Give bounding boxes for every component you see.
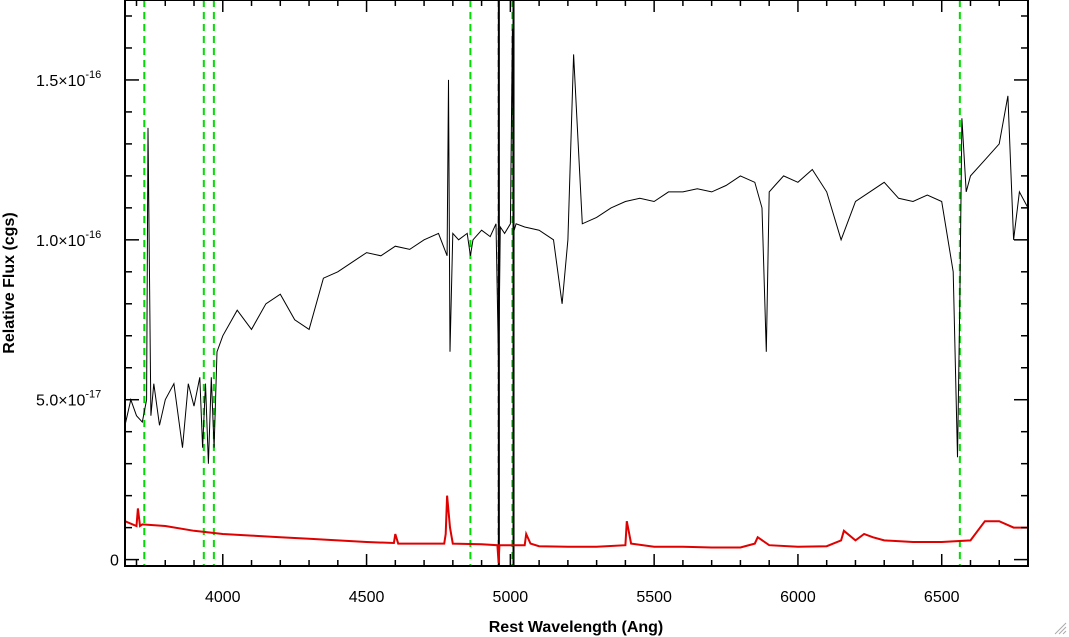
plot-frame xyxy=(124,0,1029,567)
reference-lines xyxy=(143,0,961,566)
series-group xyxy=(125,28,1028,563)
x-tick-label: 6500 xyxy=(924,589,960,606)
y-tick-label: 0 xyxy=(110,553,119,570)
x-tick-label: 5000 xyxy=(493,589,529,606)
y-tick-label: 5.0×10-17 xyxy=(36,389,101,410)
axis-ticks xyxy=(125,0,1029,566)
y-tick-label: 1.5×10-16 xyxy=(36,69,101,90)
x-tick-label: 6000 xyxy=(780,589,816,606)
x-tick-label: 5500 xyxy=(636,589,672,606)
y-tick-label: 1.0×10-16 xyxy=(36,229,101,250)
x-tick-label: 4500 xyxy=(349,589,385,606)
x-axis-title: Rest Wavelength (Ang) xyxy=(489,619,664,636)
window-resize-grip-icon[interactable] xyxy=(1053,621,1067,635)
tick-labels: 4000 4500 5000 5500 6000 6500 0 5.0×10-17 1.0×10… xyxy=(36,69,960,606)
flux-spectrum-line xyxy=(125,28,1028,464)
x-tick-label: 4000 xyxy=(205,589,241,606)
y-axis-title: Relative Flux (cgs) xyxy=(1,212,18,353)
error-spectrum-line xyxy=(125,495,1028,563)
